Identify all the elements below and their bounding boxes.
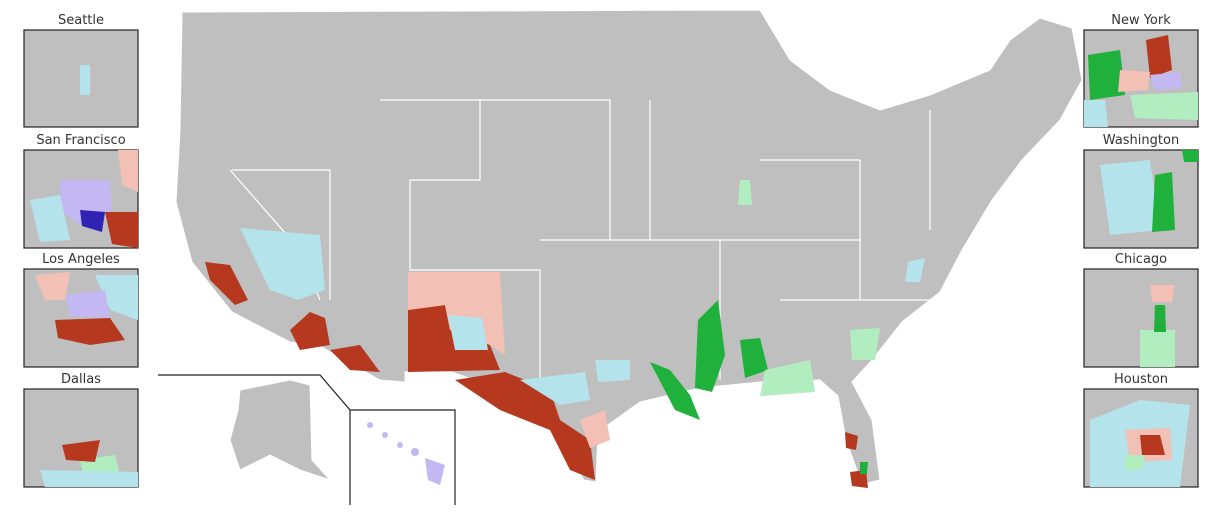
- right-insets: New York Washington Chicago Houston: [1083, 13, 1199, 488]
- alaska: [229, 379, 332, 482]
- inset-label: New York: [1111, 13, 1171, 28]
- district: [80, 65, 90, 95]
- left-insets: Seattle San Francisco Los Angeles Dallas: [23, 13, 139, 488]
- inset-label: Houston: [1114, 372, 1168, 387]
- inset-label: San Francisco: [36, 133, 125, 148]
- inset-label: Seattle: [58, 13, 104, 28]
- inset-frame: [158, 374, 456, 505]
- inset-label: Dallas: [61, 372, 101, 387]
- districts: [205, 180, 925, 488]
- inset-label: Chicago: [1115, 252, 1167, 267]
- inset-label: Los Angeles: [42, 252, 120, 267]
- inset-label: Washington: [1103, 133, 1179, 148]
- hawaii: [367, 422, 445, 485]
